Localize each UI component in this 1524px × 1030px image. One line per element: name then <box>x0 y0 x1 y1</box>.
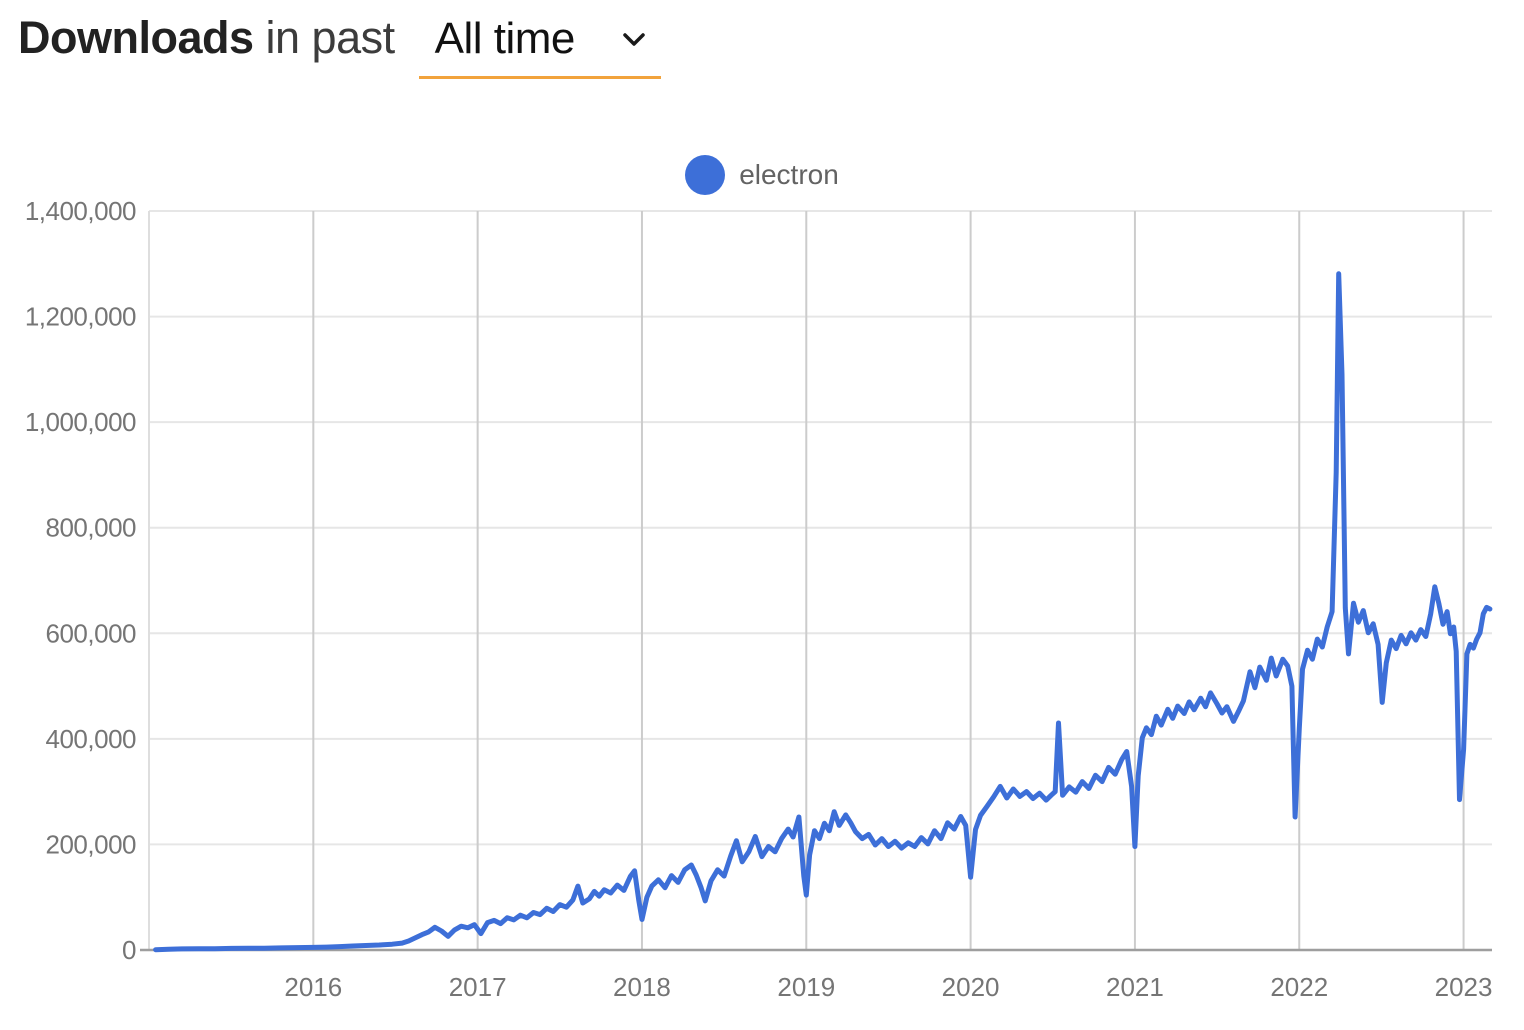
page-title: Downloads in past <box>18 12 395 64</box>
y-tick-label: 1,200,000 <box>25 302 136 332</box>
legend-label-electron: electron <box>739 159 839 190</box>
page-title-rest: in past <box>253 12 396 63</box>
x-tick-label: 2022 <box>1270 972 1328 1002</box>
x-tick-label: 2016 <box>284 972 342 1002</box>
y-tick-label: 800,000 <box>46 513 137 543</box>
y-tick-label: 0 <box>122 935 136 965</box>
legend-dot-electron <box>685 155 726 195</box>
y-tick-label: 200,000 <box>46 829 137 859</box>
series-line-electron <box>153 271 1493 953</box>
chevron-down-icon <box>623 33 645 52</box>
chart-header: Downloads in past All time <box>18 12 661 79</box>
x-tick-label: 2023 <box>1435 972 1493 1002</box>
time-range-select[interactable]: All time <box>418 14 661 79</box>
y-tick-label: 1,400,000 <box>25 196 136 226</box>
y-tick-label: 400,000 <box>46 724 137 754</box>
x-tick-label: 2019 <box>777 972 835 1002</box>
x-tick-label: 2021 <box>1106 972 1164 1002</box>
x-tick-label: 2018 <box>613 972 671 1002</box>
y-tick-label: 1,000,000 <box>25 407 136 437</box>
page-title-bold: Downloads <box>18 12 254 63</box>
x-tick-label: 2020 <box>942 972 1000 1002</box>
x-tick-label: 2017 <box>449 972 507 1002</box>
time-range-value: All time <box>434 14 576 63</box>
y-tick-label: 600,000 <box>46 618 137 648</box>
chart-legend: electron <box>0 155 1524 195</box>
